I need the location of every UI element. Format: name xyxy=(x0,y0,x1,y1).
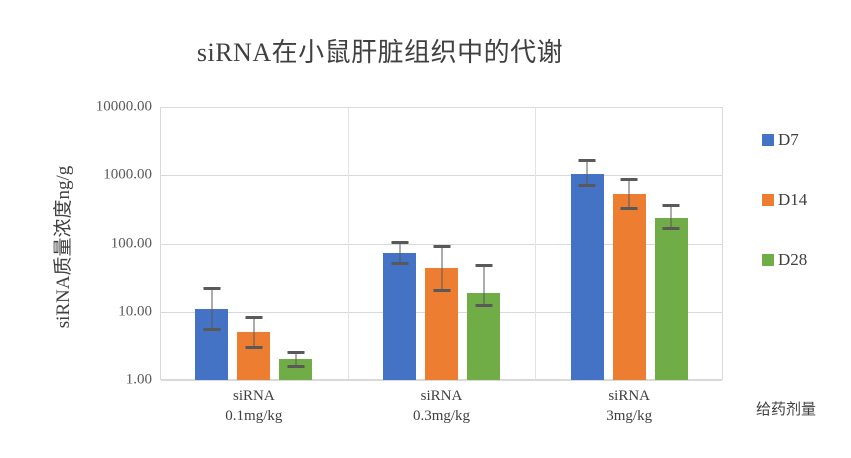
x-tick-label: siRNA 0.1mg/kg xyxy=(225,388,283,425)
bar-d28[interactable] xyxy=(279,359,313,380)
error-bar-cap-lower xyxy=(245,346,263,350)
category-divider xyxy=(348,108,349,379)
bar-slot xyxy=(467,107,500,380)
bar-set xyxy=(383,107,500,380)
y-tick-label: 1.00 xyxy=(125,371,152,388)
error-bar-cap-lower xyxy=(620,207,638,211)
legend-item-d7[interactable]: D7 xyxy=(762,129,846,151)
y-tick-label: 10.00 xyxy=(118,303,152,320)
error-bar-line xyxy=(441,245,442,290)
error-bar-cap-lower xyxy=(578,183,596,187)
error-bar-line xyxy=(253,316,255,348)
y-tick-label: 100.00 xyxy=(110,235,152,251)
bar-group xyxy=(348,107,536,380)
legend-item-d14[interactable]: D14 xyxy=(762,189,846,211)
bar-slot xyxy=(612,107,646,380)
bar-slot xyxy=(383,107,416,380)
bar-slot xyxy=(195,107,229,380)
bar-slot xyxy=(654,107,688,380)
gridline-y xyxy=(161,380,722,381)
bar-d7[interactable] xyxy=(383,252,416,380)
bar-slot xyxy=(570,107,604,380)
y-tick-label: 10000.00 xyxy=(95,98,152,115)
bar-groups xyxy=(160,107,723,380)
bar-group xyxy=(535,107,723,380)
legend-label: D7 xyxy=(778,130,799,149)
y-tick-label: 1000.00 xyxy=(103,166,152,183)
error-bar-cap-upper xyxy=(620,178,638,182)
bar-slot xyxy=(237,107,271,380)
error-bar-line xyxy=(586,159,588,185)
gridline-y xyxy=(161,243,722,245)
error-bar-cap-lower xyxy=(287,365,305,369)
y-axis-tick-labels: 10000.00 1000.00 100.00 10.00 1.00 xyxy=(0,99,152,388)
legend-item-d28[interactable]: D28 xyxy=(762,249,846,271)
error-bar-cap-upper xyxy=(578,158,596,162)
error-bar-cap-lower xyxy=(203,328,221,332)
bar-set xyxy=(570,107,688,380)
bar-d28[interactable] xyxy=(654,217,688,380)
bar-group xyxy=(160,107,348,380)
error-bar-line xyxy=(295,351,297,367)
error-bar-cap-upper xyxy=(662,203,680,207)
error-bar-cap-lower xyxy=(391,261,408,265)
x-tick-label: siRNA 3mg/kg xyxy=(606,388,653,425)
error-bar-line xyxy=(670,204,672,228)
gridline-y xyxy=(161,107,722,108)
category-divider xyxy=(535,108,536,379)
gridline-y xyxy=(161,175,722,177)
error-bar-cap-upper xyxy=(475,264,492,268)
chart-title: siRNA在小鼠肝脏组织中的代谢 xyxy=(196,38,564,67)
bar-slot xyxy=(425,107,458,380)
bar-slot xyxy=(279,107,313,380)
bar-d14[interactable] xyxy=(612,194,646,380)
legend-swatch-icon xyxy=(762,194,774,206)
error-bar-line xyxy=(483,265,484,306)
error-bar-cap-lower xyxy=(475,304,492,308)
error-bar-cap-upper xyxy=(203,287,221,291)
error-bar-line xyxy=(628,179,630,209)
bar-d7[interactable] xyxy=(570,173,604,380)
legend: D7 D14 D28 xyxy=(762,129,846,309)
legend-swatch-icon xyxy=(762,134,774,146)
x-tick-label: siRNA 0.3mg/kg xyxy=(412,388,471,425)
error-bar-cap-upper xyxy=(391,241,408,245)
error-bar-cap-upper xyxy=(433,244,450,248)
legend-label: D14 xyxy=(778,190,808,209)
bar-set xyxy=(195,107,313,380)
x-axis-tick-labels: siRNA 0.1mg/kg siRNA 0.3mg/kg siRNA 3mg/kg xyxy=(160,386,723,438)
error-bar-line xyxy=(399,242,400,263)
error-bar-line xyxy=(211,288,213,330)
error-bar-cap-upper xyxy=(245,315,263,319)
error-bar-cap-lower xyxy=(662,226,680,230)
x-axis-title: 给药剂量 xyxy=(755,401,816,418)
legend-swatch-icon xyxy=(762,254,774,266)
legend-label: D28 xyxy=(778,250,808,269)
error-bar-cap-lower xyxy=(433,288,450,292)
bar-d28[interactable] xyxy=(467,292,500,380)
error-bar-cap-upper xyxy=(287,350,305,354)
